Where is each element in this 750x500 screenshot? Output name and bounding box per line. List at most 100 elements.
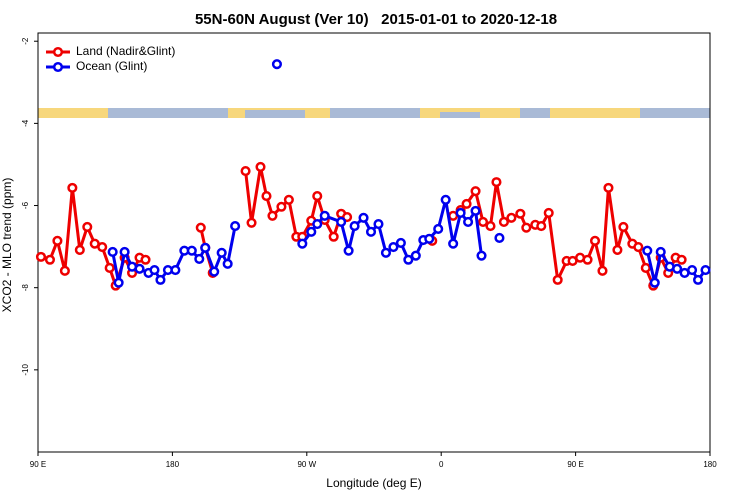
data-point <box>97 241 108 253</box>
data-point <box>297 238 308 249</box>
data-point <box>642 245 653 256</box>
data-point <box>494 232 505 244</box>
data-point <box>373 218 384 230</box>
data-point <box>82 221 93 232</box>
data-point <box>463 216 474 228</box>
data-point <box>312 191 323 202</box>
plot-frame <box>37 32 711 453</box>
y-axis-label: XCO2 - MLO trend (ppm) <box>0 178 14 313</box>
data-point <box>461 198 472 209</box>
data-point <box>246 217 257 228</box>
data-point <box>170 264 181 276</box>
x-tick-label: 0 <box>439 460 444 469</box>
data-point <box>477 216 489 228</box>
data-point <box>222 258 233 269</box>
data-point <box>155 274 166 285</box>
data-point <box>589 235 601 246</box>
data-point <box>448 238 459 249</box>
map-strip <box>38 108 710 118</box>
data-point <box>498 216 509 228</box>
legend-marker <box>52 46 64 58</box>
data-point <box>149 264 160 276</box>
data-point <box>603 182 614 193</box>
x-tick-label: 90 E <box>30 460 46 469</box>
data-point <box>543 207 554 218</box>
data-point <box>410 250 421 261</box>
data-point <box>134 263 145 274</box>
data-point <box>672 263 683 274</box>
data-point <box>67 182 78 193</box>
data-point <box>612 244 623 255</box>
data-point <box>365 226 377 237</box>
data-point <box>194 253 205 264</box>
data-point <box>328 231 339 242</box>
legend-marker <box>52 61 64 73</box>
x-tick-label: 180 <box>166 460 180 469</box>
data-point <box>216 247 227 258</box>
data-point <box>306 226 317 237</box>
data-point <box>485 221 496 232</box>
data-point <box>240 165 251 177</box>
data-point <box>491 177 502 188</box>
data-point <box>455 207 466 218</box>
data-point <box>74 244 85 255</box>
data-point <box>506 212 517 223</box>
legend-label: Ocean (Glint) <box>76 59 147 73</box>
data-point <box>403 254 414 265</box>
data-point <box>395 237 406 248</box>
chart-title: 55N-60N August (Ver 10) 2015-01-01 to 20… <box>195 11 557 28</box>
data-point <box>44 254 55 265</box>
data-point <box>230 221 241 232</box>
data-point <box>440 194 451 205</box>
data-point <box>104 262 115 274</box>
data-point <box>676 254 687 265</box>
y-tick-label: -6 <box>21 201 30 209</box>
y-tick-label: -2 <box>21 37 30 45</box>
x-tick-label: 90 W <box>297 460 316 469</box>
legend-item: Ocean (Glint) <box>46 59 147 73</box>
data-point <box>693 274 704 285</box>
data-point <box>633 241 644 253</box>
x-axis-label: Longitude (deg E) <box>326 476 421 490</box>
data-point <box>640 262 651 274</box>
data-point <box>336 216 347 228</box>
data-point <box>358 212 369 223</box>
data-point <box>343 245 354 256</box>
data-point <box>470 205 481 216</box>
data-point <box>271 59 282 70</box>
data-point <box>582 254 593 265</box>
y-tick-label: -10 <box>21 364 30 376</box>
legend-item: Land (Nadir&Glint) <box>46 44 175 58</box>
data-point <box>107 246 118 257</box>
data-point <box>261 191 272 202</box>
x-tick-label: 180 <box>703 460 717 469</box>
x-tick-label: 90 E <box>567 460 583 469</box>
data-point <box>536 221 547 232</box>
data-point <box>700 264 711 276</box>
legend-label: Land (Nadir&Glint) <box>76 44 175 58</box>
data-point <box>433 223 444 234</box>
data-point <box>424 233 435 244</box>
data-point <box>342 211 353 223</box>
data-point <box>113 277 124 288</box>
data-point <box>649 277 660 288</box>
data-point <box>597 265 608 276</box>
data-point <box>312 218 323 230</box>
data-point <box>200 242 211 253</box>
data-point <box>515 208 526 219</box>
data-point <box>267 210 278 221</box>
data-point <box>380 247 391 258</box>
data-point <box>186 245 197 256</box>
data-point <box>470 186 481 197</box>
data-point <box>476 250 487 261</box>
data-point <box>52 235 63 246</box>
data-point <box>195 222 206 233</box>
data-point <box>552 274 563 285</box>
data-point <box>618 221 629 232</box>
data-point <box>687 264 698 276</box>
data-point <box>119 246 130 257</box>
data-point <box>349 221 360 232</box>
data-point <box>59 265 70 276</box>
data-point <box>655 246 666 257</box>
